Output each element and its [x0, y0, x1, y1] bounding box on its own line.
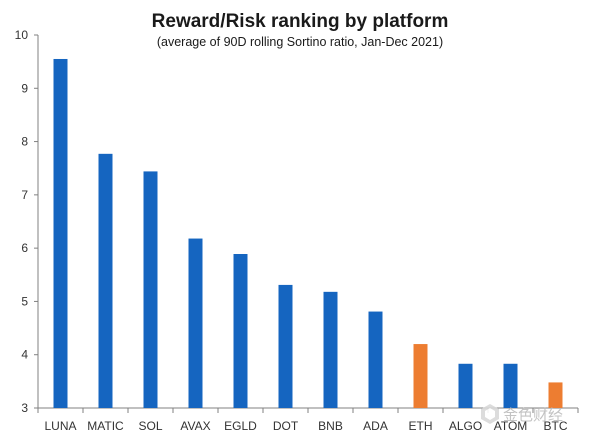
bar-avax [188, 238, 203, 408]
x-tick-label: ADA [363, 419, 388, 433]
y-tick-label: 9 [21, 81, 28, 95]
chart-title: Reward/Risk ranking by platform [152, 11, 449, 32]
x-tick-label: LUNA [44, 419, 76, 433]
bar-dot [278, 284, 293, 408]
x-tick-label: ATOM [494, 419, 528, 433]
bar-sol [143, 171, 158, 408]
y-tick-label: 3 [21, 401, 28, 415]
bar-bnb [323, 291, 338, 408]
y-tick-label: 4 [21, 348, 28, 362]
x-tick-labels: LUNA MATIC SOL AVAX EGLD DOT BNB ADA ETH ALGO ATOM… [44, 419, 567, 433]
x-tick-label: BNB [318, 419, 343, 433]
bar-matic [98, 153, 113, 408]
y-tick-label: 6 [21, 241, 28, 255]
y-tick-label: 7 [21, 188, 28, 202]
bars [53, 58, 563, 408]
x-tick-label: ALGO [449, 419, 482, 433]
bar-algo [458, 363, 473, 408]
x-tick-label: ETH [409, 419, 433, 433]
bar-ada [368, 311, 383, 408]
y-axis: 3 4 5 6 7 8 9 10 [15, 28, 39, 415]
x-tick-label: EGLD [224, 419, 257, 433]
bar-atom [503, 363, 518, 408]
bar-luna [53, 58, 68, 408]
x-tick-label: AVAX [180, 419, 210, 433]
x-tick-label: BTC [544, 419, 568, 433]
x-tick-label: MATIC [87, 419, 124, 433]
bar-egld [233, 254, 248, 408]
y-tick-label: 10 [15, 28, 29, 42]
y-tick-label: 5 [21, 294, 28, 308]
x-tick-label: SOL [138, 419, 162, 433]
y-tick-label: 8 [21, 135, 28, 149]
bar-btc [548, 382, 563, 408]
watermark-text: 金色财经 [503, 406, 563, 424]
x-tick-label: DOT [273, 419, 299, 433]
chart-subtitle: (average of 90D rolling Sortino ratio, J… [157, 35, 443, 49]
golden-finance-logo-icon [481, 404, 499, 424]
watermark: 金色财经 [481, 404, 563, 424]
bar-eth [413, 344, 428, 408]
